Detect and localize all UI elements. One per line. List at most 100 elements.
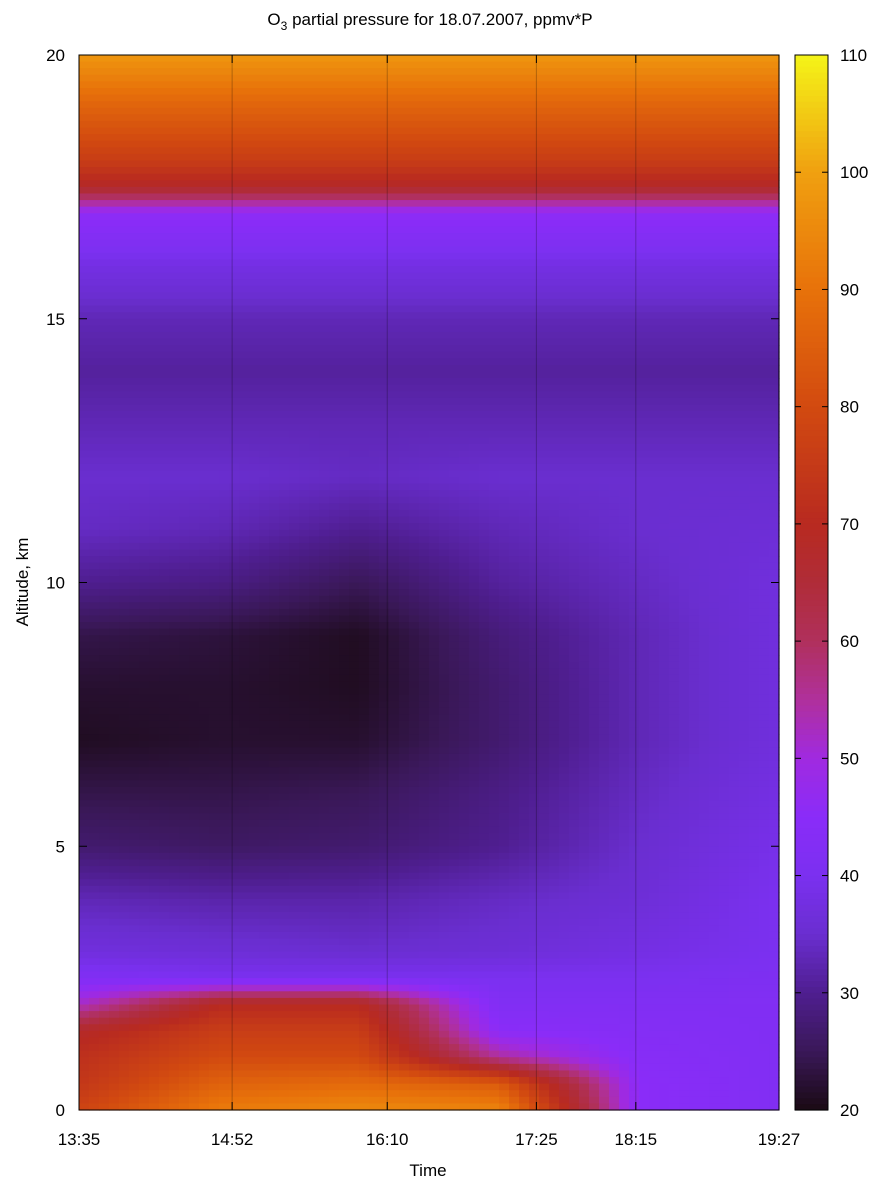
heatmap-cell xyxy=(309,325,320,333)
heatmap-cell xyxy=(359,55,370,63)
heatmap-cell xyxy=(659,509,670,518)
heatmap-cell xyxy=(219,305,230,313)
heatmap-cell xyxy=(679,292,690,300)
heatmap-cell xyxy=(659,483,670,491)
heatmap-cell xyxy=(279,378,290,386)
heatmap-cell xyxy=(589,364,600,373)
heatmap-cell xyxy=(529,94,540,102)
heatmap-cell xyxy=(89,186,100,195)
heatmap-cell xyxy=(409,206,420,214)
heatmap-cell xyxy=(109,74,120,82)
heatmap-cell xyxy=(339,450,350,458)
heatmap-cell xyxy=(499,457,510,465)
heatmap-cell xyxy=(199,351,210,359)
heatmap-cell xyxy=(259,358,270,366)
heatmap-cell xyxy=(419,147,430,155)
heatmap-cell xyxy=(679,384,690,392)
heatmap-cell xyxy=(619,331,630,340)
heatmap-cell xyxy=(419,134,430,142)
heatmap-cell xyxy=(109,114,120,122)
heatmap-cell xyxy=(559,477,570,485)
heatmap-cell xyxy=(719,200,730,208)
heatmap-cell xyxy=(469,463,480,471)
heatmap-cell xyxy=(269,457,280,465)
heatmap-cell xyxy=(209,312,220,320)
heatmap-cell xyxy=(239,411,250,419)
heatmap-cell xyxy=(329,259,340,267)
heatmap-cell xyxy=(229,364,240,373)
heatmap-cell xyxy=(589,272,600,280)
heatmap-cell xyxy=(679,127,690,135)
heatmap-cell xyxy=(329,312,340,320)
heatmap-cell xyxy=(269,417,280,425)
heatmap-cell xyxy=(209,430,220,439)
heatmap-cell xyxy=(559,246,570,254)
heatmap-cell xyxy=(609,120,620,129)
heatmap-cell xyxy=(189,496,200,504)
heatmap-cell xyxy=(299,213,310,221)
heatmap-cell xyxy=(719,338,730,346)
heatmap-cell xyxy=(389,81,400,89)
heatmap-cell xyxy=(359,114,370,122)
heatmap-cell xyxy=(319,430,330,439)
heatmap-cell xyxy=(689,470,700,478)
heatmap-cell xyxy=(169,483,180,491)
heatmap-cell xyxy=(499,417,510,425)
heatmap-cell xyxy=(579,411,590,419)
heatmap-cell xyxy=(349,153,360,162)
heatmap-cell xyxy=(559,272,570,280)
heatmap-cell xyxy=(159,186,170,195)
heatmap-cell xyxy=(769,384,780,392)
heatmap-cell xyxy=(399,180,410,188)
heatmap-cell xyxy=(139,120,150,129)
heatmap-cell xyxy=(189,94,200,102)
heatmap-cell xyxy=(719,424,730,432)
heatmap-cell xyxy=(539,55,550,63)
heatmap-cell xyxy=(509,397,520,406)
heatmap-cell xyxy=(329,378,340,386)
heatmap-cell xyxy=(709,516,720,524)
heatmap-cell xyxy=(219,114,230,122)
heatmap-cell xyxy=(319,298,330,307)
heatmap-cell xyxy=(499,252,510,260)
heatmap-cell xyxy=(309,509,320,518)
heatmap-cell xyxy=(309,404,320,412)
heatmap-cell xyxy=(149,219,160,228)
heatmap-cell xyxy=(189,312,200,320)
heatmap-cell xyxy=(329,147,340,155)
heatmap-cell xyxy=(179,397,190,406)
heatmap-cell xyxy=(719,417,730,425)
heatmap-cell xyxy=(139,81,150,89)
heatmap-cell xyxy=(419,509,430,518)
heatmap-cell xyxy=(209,496,220,504)
heatmap-cell xyxy=(569,298,580,307)
heatmap-cell xyxy=(239,206,250,214)
heatmap-cell xyxy=(569,87,580,96)
heatmap-cell xyxy=(669,450,680,458)
heatmap-cell xyxy=(129,490,140,498)
heatmap-cell xyxy=(479,186,490,195)
heatmap-cell xyxy=(109,68,120,76)
heatmap-cell xyxy=(699,404,710,412)
heatmap-cell xyxy=(399,252,410,260)
heatmap-cell xyxy=(129,516,140,524)
heatmap-cell xyxy=(529,305,540,313)
heatmap-cell xyxy=(519,160,530,168)
heatmap-cell xyxy=(139,153,150,162)
heatmap-cell xyxy=(429,325,440,333)
heatmap-cell xyxy=(409,266,420,274)
heatmap-cell xyxy=(679,463,690,471)
heatmap-cell xyxy=(179,114,190,122)
heatmap-cell xyxy=(619,81,630,89)
heatmap-cell xyxy=(549,193,560,201)
heatmap-cell xyxy=(519,134,530,142)
heatmap-cell xyxy=(739,450,750,458)
heatmap-cell xyxy=(409,378,420,386)
heatmap-cell xyxy=(649,140,660,148)
heatmap-cell xyxy=(349,325,360,333)
heatmap-cell xyxy=(309,94,320,102)
heatmap-cell xyxy=(439,206,450,214)
heatmap-cell xyxy=(409,292,420,300)
heatmap-cell xyxy=(189,193,200,201)
